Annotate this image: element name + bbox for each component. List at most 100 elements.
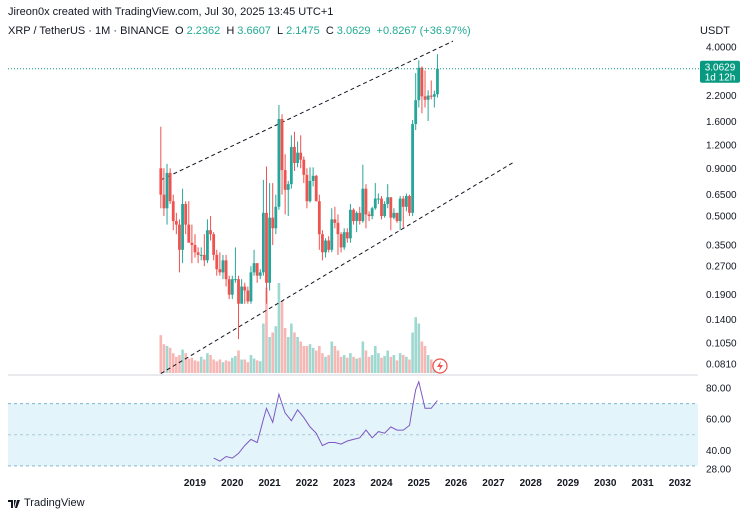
high-value: 3.6607 xyxy=(237,25,271,37)
tradingview-logo[interactable]: TradingView xyxy=(8,497,85,509)
time-tick-label: 2027 xyxy=(482,478,505,489)
volume-bar xyxy=(336,350,340,373)
close-label: C xyxy=(325,25,334,37)
volume-bar xyxy=(231,357,234,373)
volume-bar xyxy=(299,341,302,373)
volume-bar xyxy=(386,350,390,373)
volume-bar xyxy=(314,350,318,373)
volume-bar xyxy=(258,361,262,373)
volume-bar xyxy=(249,355,253,373)
candle-body xyxy=(209,230,212,235)
candle-body xyxy=(367,214,371,217)
volume-bar xyxy=(274,326,278,373)
volume-bar xyxy=(171,353,175,373)
candle-body xyxy=(196,252,200,255)
volume-bar xyxy=(308,344,312,373)
time-tick-label: 2029 xyxy=(557,478,580,489)
price-tick-label: 4.0000 xyxy=(706,43,737,54)
candle-body xyxy=(336,222,340,235)
trend-channel[interactable] xyxy=(160,40,516,375)
volume-bar xyxy=(408,359,411,373)
candle-body xyxy=(199,254,203,256)
candle-body xyxy=(289,146,293,185)
candle-body xyxy=(311,175,315,181)
volume-bar xyxy=(355,358,358,373)
close-value: 3.0629 xyxy=(336,25,371,37)
volume-bar xyxy=(190,357,194,373)
volume-bar xyxy=(346,357,349,373)
time-tick-label: 2031 xyxy=(631,478,654,489)
time-tick-label: 2023 xyxy=(333,478,356,489)
volume-bar xyxy=(184,353,187,373)
volume-bar xyxy=(196,361,200,373)
change-value: +0.8267 (+36.97%) xyxy=(376,25,471,37)
low-value: 2.1475 xyxy=(286,25,320,37)
volume-bar xyxy=(240,359,243,373)
candle-body xyxy=(271,217,275,229)
time-tick-label: 2022 xyxy=(296,478,319,489)
candle-body xyxy=(408,195,411,213)
volume-bar xyxy=(401,355,405,373)
candle-body xyxy=(339,234,343,248)
volume-bar xyxy=(342,355,346,373)
volume-bar xyxy=(218,359,222,373)
volume-bar xyxy=(318,346,321,373)
candle-body xyxy=(221,260,225,273)
candle-body xyxy=(404,195,408,207)
candle-body xyxy=(429,95,433,97)
candle-body xyxy=(321,234,324,253)
time-tick-label: 2030 xyxy=(594,478,617,489)
candle-body xyxy=(352,209,355,222)
candle-body xyxy=(358,212,362,222)
volume-bar xyxy=(302,346,306,373)
volume-bar xyxy=(398,353,402,373)
price-tick-label: 0.0810 xyxy=(706,360,737,371)
volume-bar xyxy=(212,359,215,373)
price-tag-group: 3.0629 1d 12h xyxy=(700,60,740,84)
volume-bar xyxy=(392,355,396,373)
price-tick-label: 0.5000 xyxy=(706,212,737,223)
candle-body xyxy=(333,219,337,223)
volume-bar xyxy=(290,323,293,373)
candle-body xyxy=(317,201,321,235)
price-tag-countdown: 1d 12h xyxy=(705,73,736,84)
candle-body xyxy=(187,224,191,243)
volume-bar xyxy=(159,335,163,373)
candlestick-series[interactable] xyxy=(159,54,439,340)
volume-bar xyxy=(395,360,399,373)
axes: 4.0000 2.2000 1.6000 1.2000 0.9000 0.6500 0.50… xyxy=(8,43,737,489)
tradingview-logo-icon xyxy=(8,500,20,508)
candle-body xyxy=(255,263,259,276)
price-tick-label: 0.1900 xyxy=(706,290,737,301)
channel-upper-line xyxy=(160,40,454,181)
candle-body xyxy=(395,212,399,222)
volume-bar xyxy=(364,350,368,373)
volume-bar xyxy=(237,350,240,373)
symbol-name[interactable]: XRP / TetherUS · 1M · BINANCE xyxy=(8,25,169,37)
volume-bars xyxy=(159,283,439,373)
candle-body xyxy=(330,219,334,250)
volume-bar xyxy=(414,317,417,373)
candle-body xyxy=(305,174,309,202)
volume-bar xyxy=(271,332,275,373)
candle-body xyxy=(265,212,268,283)
candle-body xyxy=(280,118,284,171)
candle-body xyxy=(389,197,393,218)
candle-body xyxy=(436,68,439,95)
candle-body xyxy=(308,180,312,202)
currency-label[interactable]: USDT xyxy=(700,25,730,37)
candle-body xyxy=(345,232,349,239)
candle-body xyxy=(249,272,253,302)
volume-bar xyxy=(187,358,191,373)
volume-bar xyxy=(193,360,197,373)
rsi-tick-label: 60.00 xyxy=(706,415,731,426)
time-tick-label: 2024 xyxy=(370,478,393,489)
volume-bar xyxy=(178,355,181,373)
alert-icon[interactable] xyxy=(432,358,448,374)
candle-body xyxy=(423,96,427,100)
volume-bar xyxy=(283,328,287,373)
price-tick-label: 1.2000 xyxy=(706,140,737,151)
candle-body xyxy=(174,221,178,225)
volume-bar xyxy=(305,346,309,373)
